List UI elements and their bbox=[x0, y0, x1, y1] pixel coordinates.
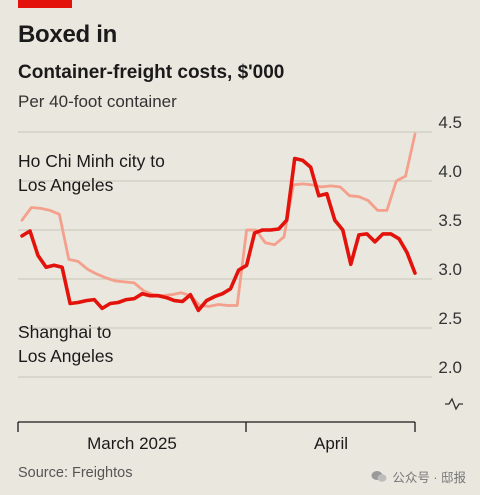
series-label-line: Los Angeles bbox=[18, 175, 114, 195]
series-line-ho-chi-minh bbox=[20, 132, 417, 308]
axis-break-icon bbox=[445, 397, 463, 411]
chart-title: Boxed in bbox=[18, 21, 117, 48]
series-label-line: Shanghai to bbox=[18, 322, 111, 342]
x-axis: March 2025 April bbox=[17, 421, 416, 453]
gridlines bbox=[18, 131, 432, 378]
y-tick-label: 2.5 bbox=[438, 309, 462, 328]
series-lines bbox=[20, 132, 417, 313]
x-tick-label: March 2025 bbox=[87, 434, 177, 453]
x-tick-label: April bbox=[314, 434, 348, 453]
source-note: Source: Freightos bbox=[18, 465, 133, 481]
watermark-text: 公众号 · 邸报 bbox=[392, 471, 466, 485]
y-tick-label: 2.0 bbox=[438, 358, 462, 377]
y-tick-label: 4.0 bbox=[438, 162, 462, 181]
series-label-line: Los Angeles bbox=[18, 346, 114, 366]
chart-svg: 2.0 2.5 3.0 3.5 4.0 4.5 Ho Chi Minh city to Lo… bbox=[17, 113, 463, 453]
series-line-shanghai bbox=[20, 156, 417, 313]
watermark: 公众号 · 邸报 bbox=[371, 467, 466, 486]
red-accent-tag bbox=[18, 0, 72, 8]
chart-unit-note: Per 40-foot container bbox=[18, 92, 177, 111]
wechat-icon bbox=[371, 471, 387, 482]
y-tick-label: 3.5 bbox=[438, 211, 462, 230]
series-label-line: Ho Chi Minh city to bbox=[18, 151, 165, 171]
y-tick-label: 4.5 bbox=[438, 113, 462, 132]
y-tick-label: 3.0 bbox=[438, 260, 462, 279]
y-tick-labels: 2.0 2.5 3.0 3.5 4.0 4.5 bbox=[438, 113, 463, 411]
series-annotations: Ho Chi Minh city to Los Angeles Shanghai t… bbox=[18, 151, 165, 366]
chart-subtitle: Container-freight costs, $'000 bbox=[18, 62, 285, 83]
